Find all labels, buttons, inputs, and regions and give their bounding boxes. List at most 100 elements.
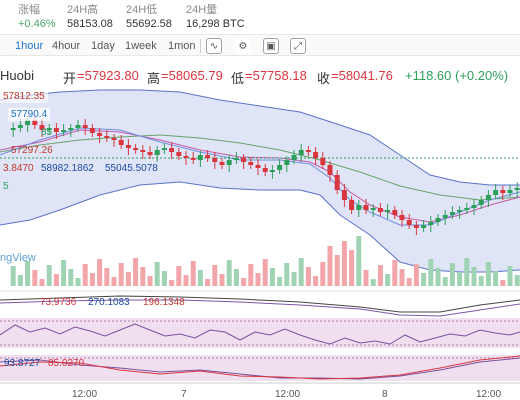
tab-1day[interactable]: 1day — [91, 40, 115, 52]
fullscreen-icon[interactable]: ⤢ — [290, 38, 306, 54]
volume-bar — [385, 274, 391, 286]
volume-24h-label: 24H量 — [186, 4, 218, 16]
candle-body — [392, 210, 398, 215]
ohlc-info: Huobi 开 =57923.80 高 =58065.79 低 =57758.1… — [0, 66, 520, 86]
volume-bar — [349, 250, 355, 286]
candle-body — [140, 150, 146, 152]
low-24h-value: 55692.58 — [126, 18, 172, 30]
candle-body — [197, 155, 203, 160]
volume-bar — [334, 255, 340, 286]
candle-body — [399, 215, 405, 220]
candle-body — [10, 128, 16, 130]
volume-bar — [205, 279, 211, 286]
price-tag-4: 57297.26 — [11, 145, 53, 156]
volume-bar — [291, 272, 297, 286]
candle-body — [514, 188, 520, 190]
volume-bar — [341, 241, 347, 286]
volume-bar — [464, 258, 470, 286]
candle-body — [500, 190, 506, 193]
volume-bar — [219, 274, 225, 286]
volume-bar — [118, 263, 124, 286]
candle-body — [284, 160, 290, 165]
candle-body — [370, 208, 376, 210]
candle-body — [46, 128, 52, 130]
candle-body — [133, 148, 139, 150]
volume-bar — [277, 277, 283, 286]
volume-bar — [255, 273, 261, 286]
volume-bar — [493, 271, 499, 286]
ma-green-line — [0, 134, 520, 201]
volume-bar — [97, 259, 103, 286]
volume-bar — [284, 263, 290, 286]
candle-body — [154, 150, 160, 155]
volume-bar — [161, 271, 167, 286]
volume-bar — [183, 275, 189, 286]
candle-body — [176, 152, 182, 156]
candle-body — [457, 210, 463, 212]
volume-bar — [17, 275, 23, 286]
vol-value-3: 196.1348 — [143, 297, 185, 308]
candle-body — [205, 155, 211, 158]
kdj-line-d — [0, 355, 520, 380]
low-24h-stat: 24H低 55692.58 — [126, 3, 172, 31]
x-label-4: 8 — [382, 389, 388, 400]
rsi-line — [0, 323, 520, 345]
indicator-icon[interactable]: ∿ — [206, 38, 222, 54]
candle-body — [212, 158, 218, 162]
volume-bar — [500, 280, 506, 286]
screenshot-icon[interactable]: ▣ — [263, 38, 279, 54]
volume-bar — [356, 236, 362, 286]
exchange-name: Huobi — [0, 68, 34, 83]
candle-body — [356, 205, 362, 210]
volume-bar — [507, 266, 513, 286]
volume-bar — [10, 266, 16, 286]
volume-bar — [449, 263, 455, 286]
kdj-value-1: 93.8727 — [4, 358, 41, 369]
candle-body — [169, 148, 175, 152]
volume-bar — [320, 262, 326, 286]
tab-1week[interactable]: 1week — [125, 40, 157, 52]
candle-body — [190, 158, 196, 160]
candle-body — [305, 150, 311, 152]
volume-bar — [406, 278, 412, 286]
candle-body — [97, 133, 103, 136]
price-tag-1: 57812.35 — [0, 90, 48, 103]
candle-body — [39, 125, 45, 130]
price-tag-2: 57790.4 — [8, 108, 51, 121]
tab-1mon[interactable]: 1mon — [168, 40, 196, 52]
volume-bar — [147, 276, 153, 286]
volume-bar — [133, 258, 139, 286]
vol-ma-line — [0, 295, 520, 313]
candle-body — [435, 218, 441, 222]
toolbar-divider — [200, 39, 201, 53]
tab-4hour[interactable]: 4hour — [52, 40, 81, 52]
change-label: 涨幅 — [18, 4, 40, 16]
volume-bar — [370, 279, 376, 286]
volume-bar — [392, 260, 398, 286]
x-label-1: 12:00 — [72, 389, 98, 400]
candle-body — [219, 162, 225, 165]
volume-bar — [428, 259, 434, 286]
settings-icon[interactable]: ⚙ — [235, 38, 251, 54]
volume-bar — [190, 261, 196, 286]
volume-bar — [89, 273, 95, 286]
volume-bar — [363, 270, 369, 286]
change-value: +0.46% — [18, 18, 56, 30]
x-label-3: 12:00 — [275, 389, 301, 400]
candle-body — [82, 125, 88, 128]
vol-ma-line-2 — [0, 299, 520, 317]
candle-body — [442, 215, 448, 218]
candle-body — [61, 130, 67, 132]
volume-bar — [377, 265, 383, 286]
candle-body — [104, 136, 110, 138]
volume-bar — [154, 262, 160, 286]
price-tag-3: 85 — [41, 127, 53, 138]
candle-body — [262, 168, 268, 172]
price-tag-6: 58982.1862 — [41, 163, 94, 174]
high-24h-value: 58153.08 — [67, 18, 113, 30]
volume-bar — [399, 269, 405, 286]
high-value: =58065.79 — [161, 68, 223, 83]
tab-1hour[interactable]: 1hour — [8, 35, 50, 57]
candle-body — [313, 152, 319, 158]
